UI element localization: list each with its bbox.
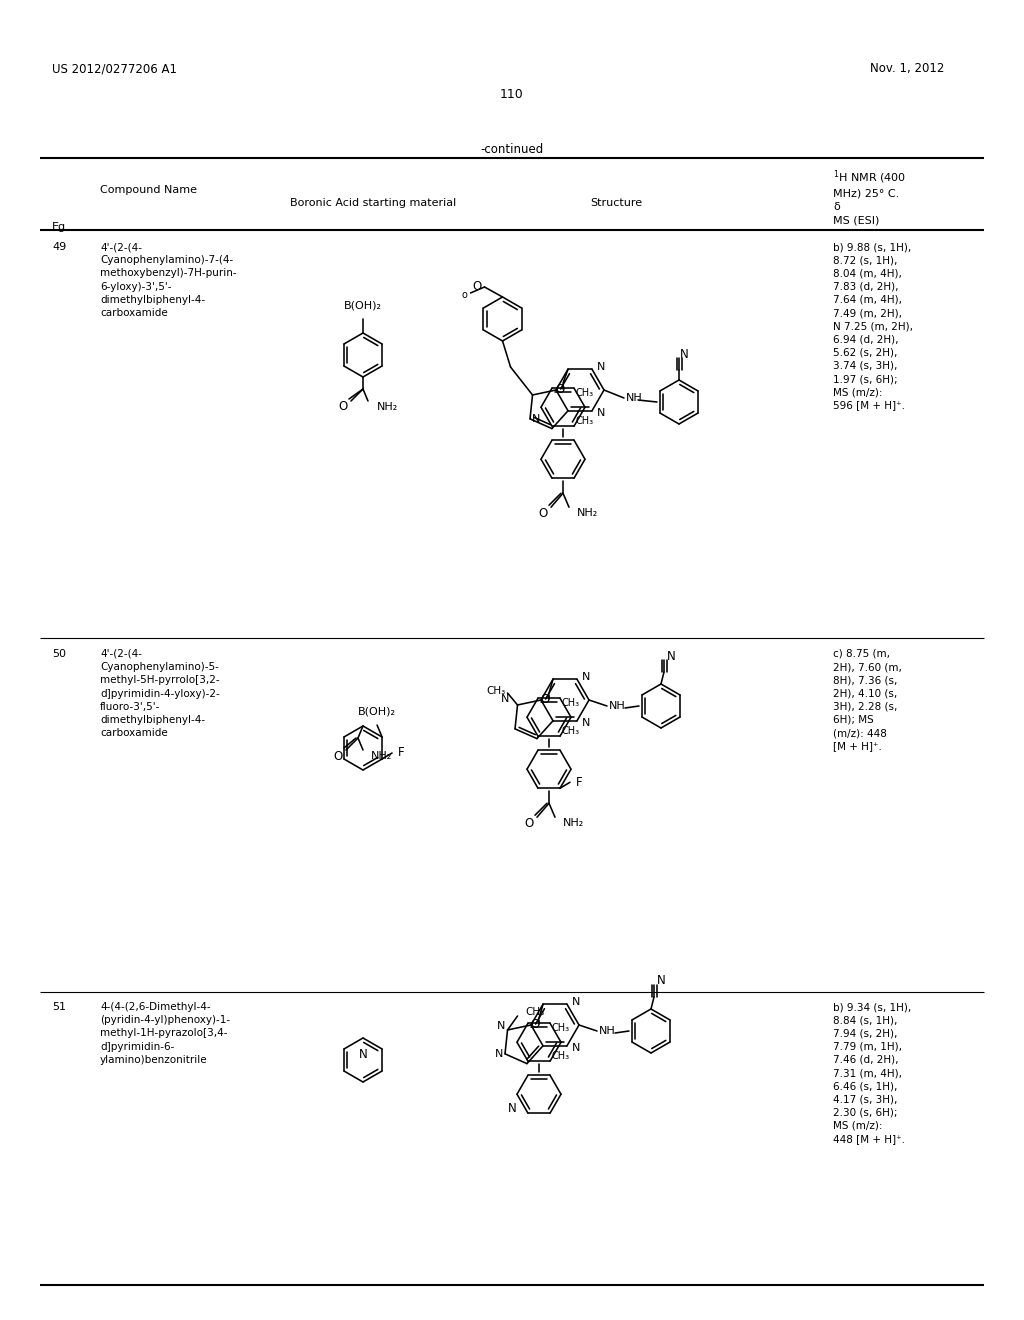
Text: Nov. 1, 2012: Nov. 1, 2012	[870, 62, 944, 75]
Text: $^{1}$H NMR (400
MHz) 25° C.
δ
MS (ESI): $^{1}$H NMR (400 MHz) 25° C. δ MS (ESI)	[833, 168, 906, 226]
Text: N: N	[572, 1043, 581, 1053]
Text: N: N	[495, 1049, 503, 1059]
Text: b) 9.88 (s, 1H),
8.72 (s, 1H),
8.04 (m, 4H),
7.83 (d, 2H),
7.64 (m, 4H),
7.49 (m: b) 9.88 (s, 1H), 8.72 (s, 1H), 8.04 (m, …	[833, 242, 913, 411]
Text: N: N	[667, 649, 676, 663]
Text: N: N	[497, 1020, 506, 1031]
Text: c) 8.75 (m,
2H), 7.60 (m,
8H), 7.36 (s,
2H), 4.10 (s,
3H), 2.28 (s,
6H); MS
(m/z: c) 8.75 (m, 2H), 7.60 (m, 8H), 7.36 (s, …	[833, 649, 902, 751]
Text: o: o	[462, 290, 468, 300]
Text: O: O	[530, 1018, 540, 1031]
Text: F: F	[398, 747, 404, 759]
Text: F: F	[575, 776, 583, 789]
Text: CH₃: CH₃	[486, 686, 505, 696]
Text: CH₃: CH₃	[575, 388, 594, 399]
Text: CH₃: CH₃	[552, 1051, 570, 1061]
Text: NH₂: NH₂	[377, 403, 398, 412]
Text: O: O	[541, 693, 550, 706]
Text: Boronic Acid starting material: Boronic Acid starting material	[290, 198, 457, 209]
Text: N: N	[501, 694, 510, 704]
Text: b) 9.34 (s, 1H),
8.84 (s, 1H),
7.94 (s, 2H),
7.79 (m, 1H),
7.46 (d, 2H),
7.31 (m: b) 9.34 (s, 1H), 8.84 (s, 1H), 7.94 (s, …	[833, 1002, 911, 1144]
Text: 4'-(2-(4-
Cyanophenylamino)-7-(4-
methoxybenzyl)-7H-purin-
6-yloxy)-3',5'-
dimet: 4'-(2-(4- Cyanophenylamino)-7-(4- methox…	[100, 242, 237, 318]
Text: CH₃: CH₃	[575, 416, 594, 426]
Text: O: O	[472, 280, 481, 293]
Text: N: N	[572, 997, 581, 1007]
Text: CH₃: CH₃	[562, 698, 581, 708]
Text: B(OH)₂: B(OH)₂	[358, 708, 396, 717]
Text: N: N	[680, 347, 689, 360]
Text: 49: 49	[52, 242, 67, 252]
Text: NH: NH	[609, 701, 626, 711]
Text: N: N	[582, 718, 591, 727]
Text: CH₃: CH₃	[552, 1023, 570, 1034]
Text: NH: NH	[599, 1026, 615, 1036]
Text: O: O	[338, 400, 347, 413]
Text: O: O	[334, 750, 343, 763]
Text: O: O	[539, 507, 548, 520]
Text: B(OH)₂: B(OH)₂	[344, 301, 382, 312]
Text: NH₂: NH₂	[577, 508, 598, 519]
Text: N: N	[582, 672, 591, 682]
Text: 51: 51	[52, 1002, 66, 1012]
Text: Eg: Eg	[52, 222, 67, 232]
Text: N: N	[597, 408, 605, 418]
Text: NH: NH	[626, 393, 643, 403]
Text: N: N	[358, 1048, 368, 1061]
Text: N: N	[597, 362, 605, 372]
Text: 50: 50	[52, 649, 66, 659]
Text: NH₂: NH₂	[371, 751, 392, 762]
Text: O: O	[524, 817, 534, 830]
Text: CH₃: CH₃	[562, 726, 581, 737]
Text: CH₃: CH₃	[525, 1007, 545, 1016]
Text: N: N	[508, 1102, 516, 1115]
Text: US 2012/0277206 A1: US 2012/0277206 A1	[52, 62, 177, 75]
Text: N: N	[532, 414, 541, 424]
Text: NH₂: NH₂	[563, 818, 585, 828]
Text: 4-(4-(2,6-Dimethyl-4-
(pyridin-4-yl)phenoxy)-1-
methyl-1H-pyrazolo[3,4-
d]pyrimi: 4-(4-(2,6-Dimethyl-4- (pyridin-4-yl)phen…	[100, 1002, 230, 1065]
Text: O: O	[555, 383, 564, 396]
Text: 110: 110	[500, 88, 524, 102]
Text: 4'-(2-(4-
Cyanophenylamino)-5-
methyl-5H-pyrrolo[3,2-
d]pyrimidin-4-yloxy)-2-
fl: 4'-(2-(4- Cyanophenylamino)-5- methyl-5H…	[100, 649, 220, 738]
Text: -continued: -continued	[480, 143, 544, 156]
Text: Structure: Structure	[590, 198, 642, 209]
Text: Compound Name: Compound Name	[100, 185, 197, 195]
Text: N: N	[657, 974, 666, 987]
